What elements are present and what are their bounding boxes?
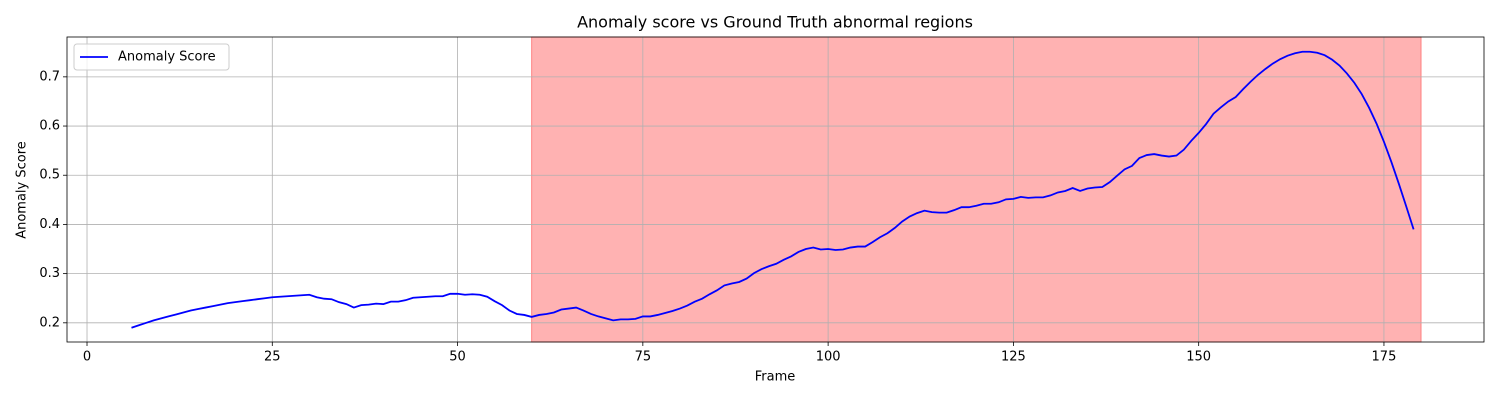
y-tick-label: 0.2: [39, 315, 60, 330]
plot-frame: [66, 36, 1485, 343]
y-tick-label: 0.6: [39, 119, 60, 134]
y-tick-label: 0.3: [39, 266, 60, 281]
line: [131, 50, 1415, 329]
abnormal-region: [531, 36, 1422, 343]
x-tick-label: 25: [264, 350, 281, 365]
x-tick-label: 125: [1001, 350, 1026, 365]
x-tick-label: 175: [1372, 350, 1397, 365]
legend-box: [73, 43, 230, 71]
y-axis-label: Anomaly Score: [15, 141, 30, 239]
chart-title: Anomaly score vs Ground Truth abnormal r…: [577, 13, 973, 32]
x-tick-label: 75: [635, 350, 652, 365]
legend-label: Anomaly Score: [118, 50, 216, 65]
x-tick-label: 50: [449, 350, 466, 365]
x-tick-label: 0: [83, 350, 91, 365]
x-tick-label: 150: [1186, 350, 1211, 365]
y-tick-label: 0.7: [39, 69, 60, 84]
x-axis-label: Frame: [755, 370, 796, 385]
legend: Anomaly Score: [73, 43, 230, 71]
x-tick-label: 100: [816, 350, 841, 365]
y-tick-label: 0.4: [39, 217, 60, 232]
y-tick-label: 0.5: [39, 168, 60, 183]
